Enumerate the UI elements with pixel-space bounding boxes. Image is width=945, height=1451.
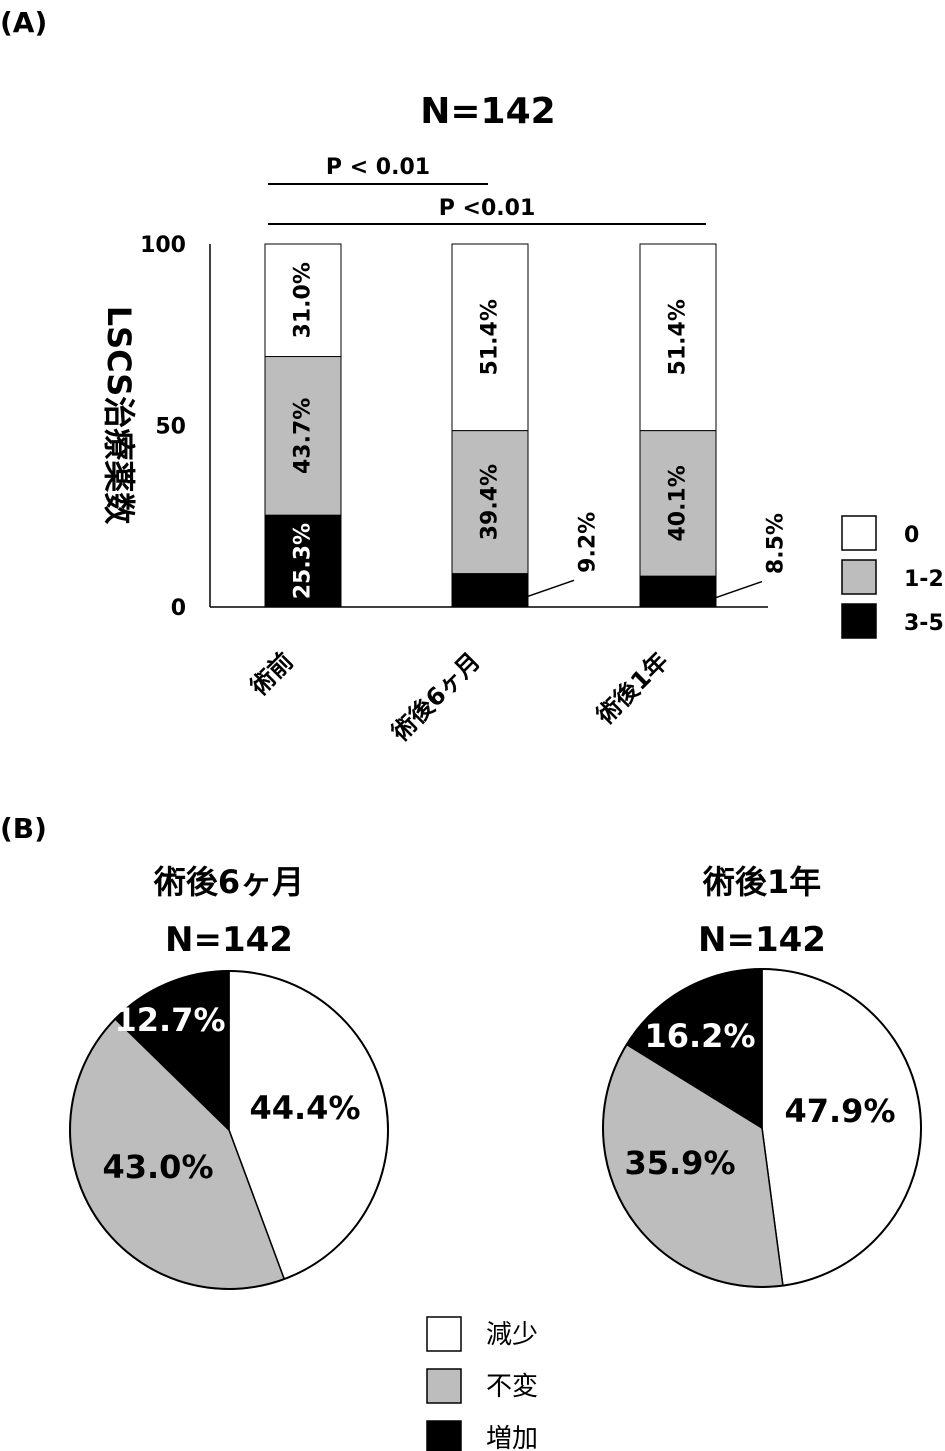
bar-data-label: 31.0%	[291, 262, 316, 338]
bar-data-label: 51.4%	[478, 299, 503, 375]
panel-a-label: (A)	[0, 6, 47, 39]
legend-label: 3-5	[904, 611, 944, 636]
bar-label-leader	[527, 579, 575, 598]
x-tick-label: 術後1年	[591, 647, 674, 730]
pie-data-label: 16.2%	[644, 1017, 755, 1055]
bar-segment-0	[639, 243, 717, 432]
pie-subtitle: N=142	[698, 920, 826, 960]
bar-ylabel: LSCS治療薬数	[100, 306, 138, 526]
pie-data-label: 35.9%	[624, 1144, 735, 1182]
pie-chart: 術後6ヶ月 N=142 44.4% 43.0% 12.7%	[69, 863, 389, 1290]
sig-label-2: P <0.01	[439, 196, 536, 221]
y-tick-label: 0	[171, 596, 186, 621]
pie-data-label: 43.0%	[102, 1148, 213, 1186]
bar-data-label: 8.5%	[764, 513, 789, 574]
legend-label: 1-2	[904, 567, 944, 592]
pie-legend-swatch-増加	[426, 1420, 462, 1451]
bar-chart-title: N=142	[420, 91, 555, 132]
bar-legend: 0 1-2 3-5	[841, 515, 944, 639]
legend-swatch-0	[841, 515, 877, 551]
bar-data-label: 51.4%	[666, 299, 691, 375]
bar-segment-3-5	[451, 573, 529, 608]
pie-outline	[69, 970, 389, 1290]
pie-data-label: 12.7%	[114, 1001, 225, 1039]
bar-segment-0	[264, 243, 342, 358]
pie-legend-label: 減少	[486, 1320, 538, 1350]
pie-chart: 術後1年 N=142 47.9% 35.9% 16.2%	[602, 863, 922, 1288]
bar-segment-1-2	[451, 430, 529, 575]
panel-b-label: (B)	[0, 812, 47, 845]
bar-label-leader	[715, 580, 763, 599]
legend-swatch-3-5	[841, 603, 877, 639]
bar-segment-3-5	[639, 575, 717, 608]
pie-data-label: 47.9%	[784, 1092, 895, 1130]
pie-charts: 術後6ヶ月 N=142 44.4% 43.0% 12.7% 術後1年 N=142 47.9% 3…	[69, 863, 922, 1290]
pie-legend-swatch-不変	[426, 1368, 462, 1404]
legend-label: 0	[904, 523, 919, 548]
pie-legend-label: 不変	[486, 1372, 538, 1402]
x-tick-label: 術前	[244, 647, 298, 701]
bar-data-label: 43.7%	[291, 398, 316, 474]
bar-data-label: 40.1%	[666, 465, 691, 541]
y-tick-label: 100	[140, 233, 186, 258]
pie-subtitle: N=142	[165, 920, 293, 960]
bar-segment-3-5	[264, 514, 342, 608]
pie-title: 術後6ヶ月	[153, 863, 304, 901]
x-tick-label: 術後6ヶ月	[386, 647, 486, 747]
pie-data-label: 44.4%	[249, 1089, 360, 1127]
bar-segment-1-2	[639, 430, 717, 577]
bar-segment-0	[451, 243, 529, 432]
bar-data-label: 9.2%	[576, 512, 601, 573]
bar-chart-plot: 0 50 100 25.3% 43.7% 31.0% 術前 9.2% 39.4% 51.4% 術後6…	[140, 233, 788, 747]
pie-title: 術後1年	[702, 863, 821, 901]
pie-legend-swatch-減少	[426, 1316, 462, 1352]
y-tick-label: 50	[155, 415, 186, 440]
bar-data-label: 39.4%	[478, 464, 503, 540]
legend-swatch-1-2	[841, 559, 877, 595]
pie-legend-label: 増加	[486, 1424, 538, 1451]
bar-data-label: 25.3%	[291, 523, 316, 599]
pie-outline	[602, 968, 922, 1288]
sig-label-1: P < 0.01	[326, 155, 430, 180]
bar-segment-1-2	[264, 356, 342, 516]
